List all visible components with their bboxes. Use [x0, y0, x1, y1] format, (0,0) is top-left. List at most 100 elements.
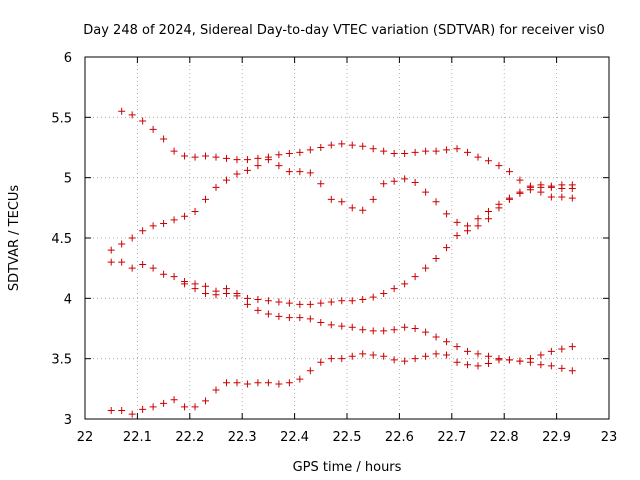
- data-point: [380, 352, 388, 360]
- data-point: [359, 206, 367, 214]
- series-s2: [107, 156, 576, 254]
- data-point: [401, 323, 409, 331]
- data-point: [338, 198, 346, 206]
- data-point: [160, 270, 168, 278]
- data-point: [422, 352, 430, 360]
- data-point: [317, 318, 325, 326]
- grid-lines: [85, 57, 609, 419]
- data-point: [411, 178, 419, 186]
- data-point: [170, 147, 178, 155]
- data-point: [128, 111, 136, 119]
- x-tick-label: 22.1: [123, 430, 152, 445]
- data-point: [380, 147, 388, 155]
- data-point: [380, 180, 388, 188]
- data-point: [516, 357, 524, 365]
- series-s5: [181, 280, 576, 365]
- data-point: [505, 168, 513, 176]
- data-point: [296, 375, 304, 383]
- data-point: [422, 328, 430, 336]
- data-point: [139, 405, 147, 413]
- data-point: [212, 291, 220, 299]
- data-point: [149, 222, 157, 230]
- data-point: [348, 297, 356, 305]
- data-point: [317, 299, 325, 307]
- data-point: [222, 176, 230, 184]
- data-point: [359, 296, 367, 304]
- data-point: [547, 362, 555, 370]
- data-point: [464, 361, 472, 369]
- data-point: [264, 297, 272, 305]
- data-point: [222, 154, 230, 162]
- data-point: [432, 147, 440, 155]
- data-point: [254, 162, 262, 170]
- data-point: [422, 188, 430, 196]
- data-point: [202, 282, 210, 290]
- data-point: [317, 180, 325, 188]
- data-point: [390, 177, 398, 185]
- data-point: [505, 356, 513, 364]
- data-point: [243, 294, 251, 302]
- data-point: [149, 403, 157, 411]
- data-point: [139, 227, 147, 235]
- data-point: [537, 361, 545, 369]
- data-point: [191, 403, 199, 411]
- data-point: [107, 246, 115, 254]
- data-point: [233, 379, 241, 387]
- data-point: [222, 379, 230, 387]
- data-point: [411, 273, 419, 281]
- data-point: [317, 358, 325, 366]
- data-point: [568, 194, 576, 202]
- data-point: [432, 333, 440, 341]
- data-point: [264, 156, 272, 164]
- data-point: [170, 396, 178, 404]
- data-point: [149, 264, 157, 272]
- data-point: [285, 379, 293, 387]
- data-point: [191, 153, 199, 161]
- data-point: [380, 327, 388, 335]
- y-tick-label: 5.5: [51, 111, 72, 126]
- x-tick-label: 22.6: [385, 430, 414, 445]
- data-point: [338, 140, 346, 148]
- data-point: [443, 351, 451, 359]
- data-point: [369, 145, 377, 153]
- data-point: [275, 151, 283, 159]
- data-point: [359, 326, 367, 334]
- data-point: [118, 107, 126, 115]
- data-point: [128, 410, 136, 418]
- data-point: [254, 306, 262, 314]
- data-point: [296, 168, 304, 176]
- data-point: [338, 322, 346, 330]
- data-point: [547, 193, 555, 201]
- data-point: [306, 300, 314, 308]
- data-point: [464, 148, 472, 156]
- data-point: [139, 117, 147, 125]
- data-point: [474, 222, 482, 230]
- data-point: [191, 207, 199, 215]
- x-axis-label: GPS time / hours: [293, 460, 402, 475]
- data-point: [222, 285, 230, 293]
- data-point: [516, 189, 524, 197]
- data-point: [202, 195, 210, 203]
- data-point: [348, 141, 356, 149]
- data-point: [327, 141, 335, 149]
- data-point: [306, 315, 314, 323]
- y-tick-label: 6: [64, 51, 72, 66]
- data-point: [170, 216, 178, 224]
- data-point: [558, 181, 566, 189]
- data-point: [432, 198, 440, 206]
- data-point: [547, 347, 555, 355]
- data-point: [118, 258, 126, 266]
- data-point: [243, 156, 251, 164]
- data-point: [390, 356, 398, 364]
- data-point: [558, 364, 566, 372]
- data-point: [348, 204, 356, 212]
- x-tick-labels: 22 22.1 22.2 22.3 22.4 22.5 22.6 22.7 22.8 22.9 23: [77, 430, 618, 445]
- data-point: [191, 285, 199, 293]
- data-point: [107, 258, 115, 266]
- data-point: [443, 244, 451, 252]
- data-point: [212, 153, 220, 161]
- data-point: [296, 314, 304, 322]
- data-point: [443, 146, 451, 154]
- data-point: [338, 297, 346, 305]
- data-point: [264, 379, 272, 387]
